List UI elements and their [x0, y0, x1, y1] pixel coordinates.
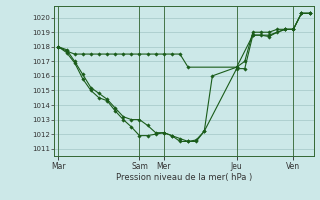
X-axis label: Pression niveau de la mer( hPa ): Pression niveau de la mer( hPa ) [116, 173, 252, 182]
